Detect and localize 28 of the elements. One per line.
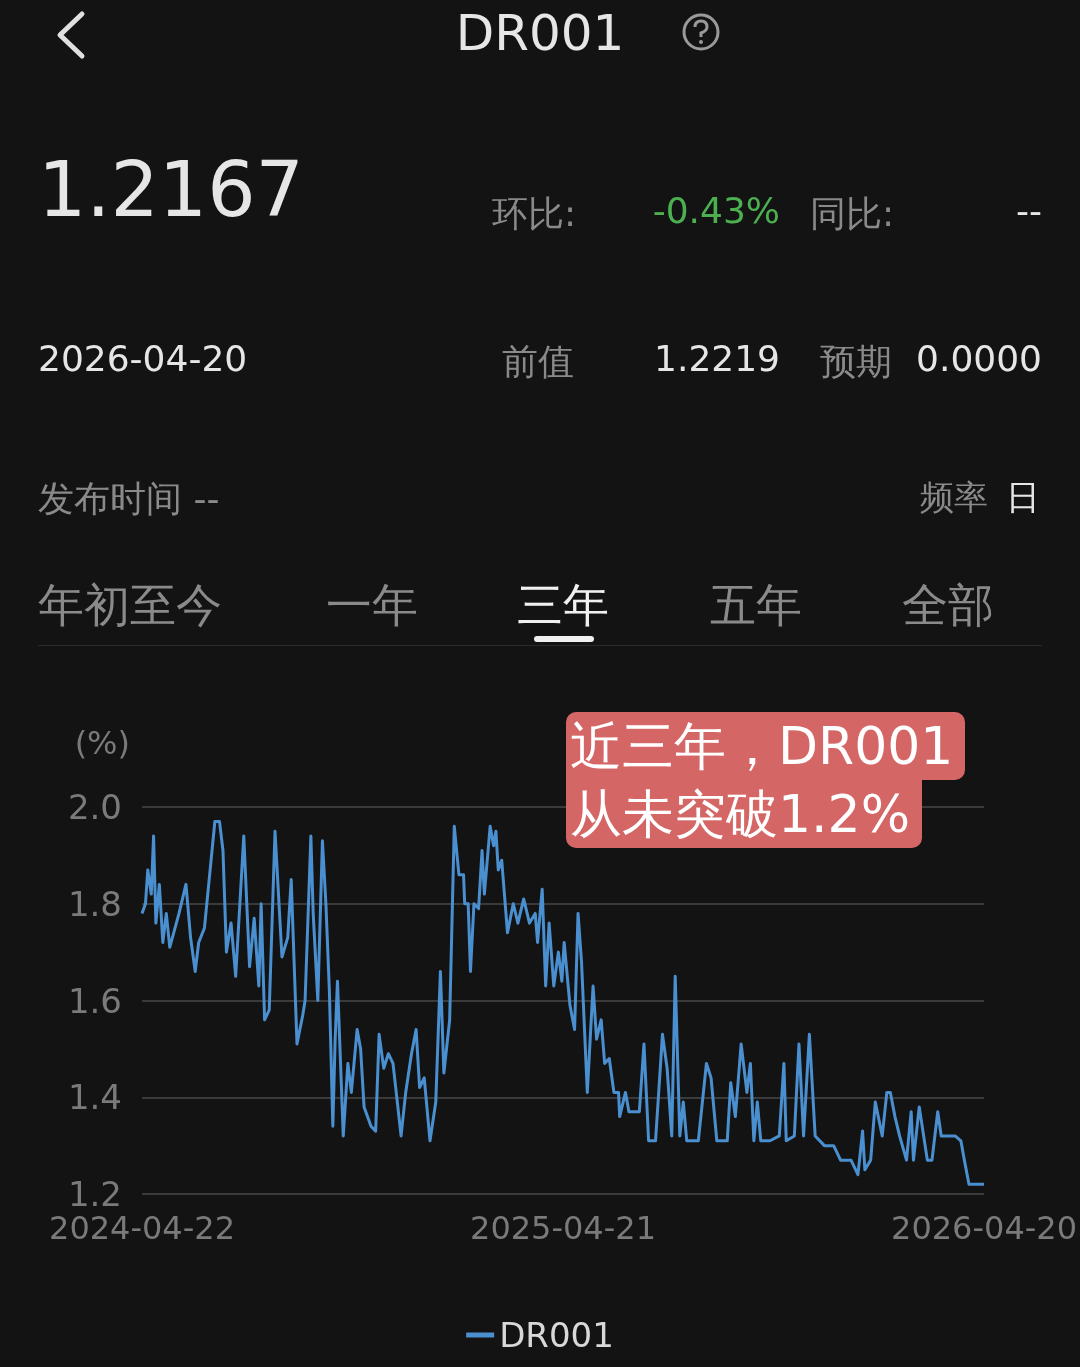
text: 全部 — [902, 577, 994, 634]
text: 五年 — [710, 577, 802, 634]
y-tick-label: 1.8 — [67, 883, 122, 924]
annotation: 近三年，DR001 从未突破1.2% — [569, 715, 955, 846]
text: -- — [1016, 190, 1042, 231]
text: -0.43% — [652, 190, 780, 231]
text: 预期 — [820, 340, 892, 384]
text: 发布时间 -- — [38, 477, 220, 521]
y-tick-label: 1.4 — [67, 1077, 122, 1118]
text: 0.0000 — [916, 338, 1042, 379]
text: 前值 — [502, 340, 574, 384]
text: 环比: — [492, 192, 577, 236]
text: 1.2167 — [38, 145, 304, 234]
y-tick-label: 2.0 — [67, 787, 122, 827]
text: 频率 — [920, 476, 988, 519]
text: 1.2219 — [654, 338, 780, 379]
x-tick-label: 2025-04-21 — [470, 1209, 656, 1247]
legend-label: DR001 — [499, 1315, 614, 1355]
text: 一年 — [326, 577, 418, 634]
text: 三年 — [517, 577, 609, 634]
y-axis-title: (%) — [74, 724, 130, 762]
chart-title: DR001 — [455, 4, 625, 62]
text: 2026-04-20 — [38, 338, 248, 379]
y-tick-label: 1.6 — [67, 980, 122, 1021]
text: 年初至今 — [38, 577, 222, 634]
text: 同比: — [810, 192, 895, 236]
text: 日 — [1006, 476, 1040, 519]
x-tick-label: 2026-04-20 — [891, 1209, 1077, 1247]
